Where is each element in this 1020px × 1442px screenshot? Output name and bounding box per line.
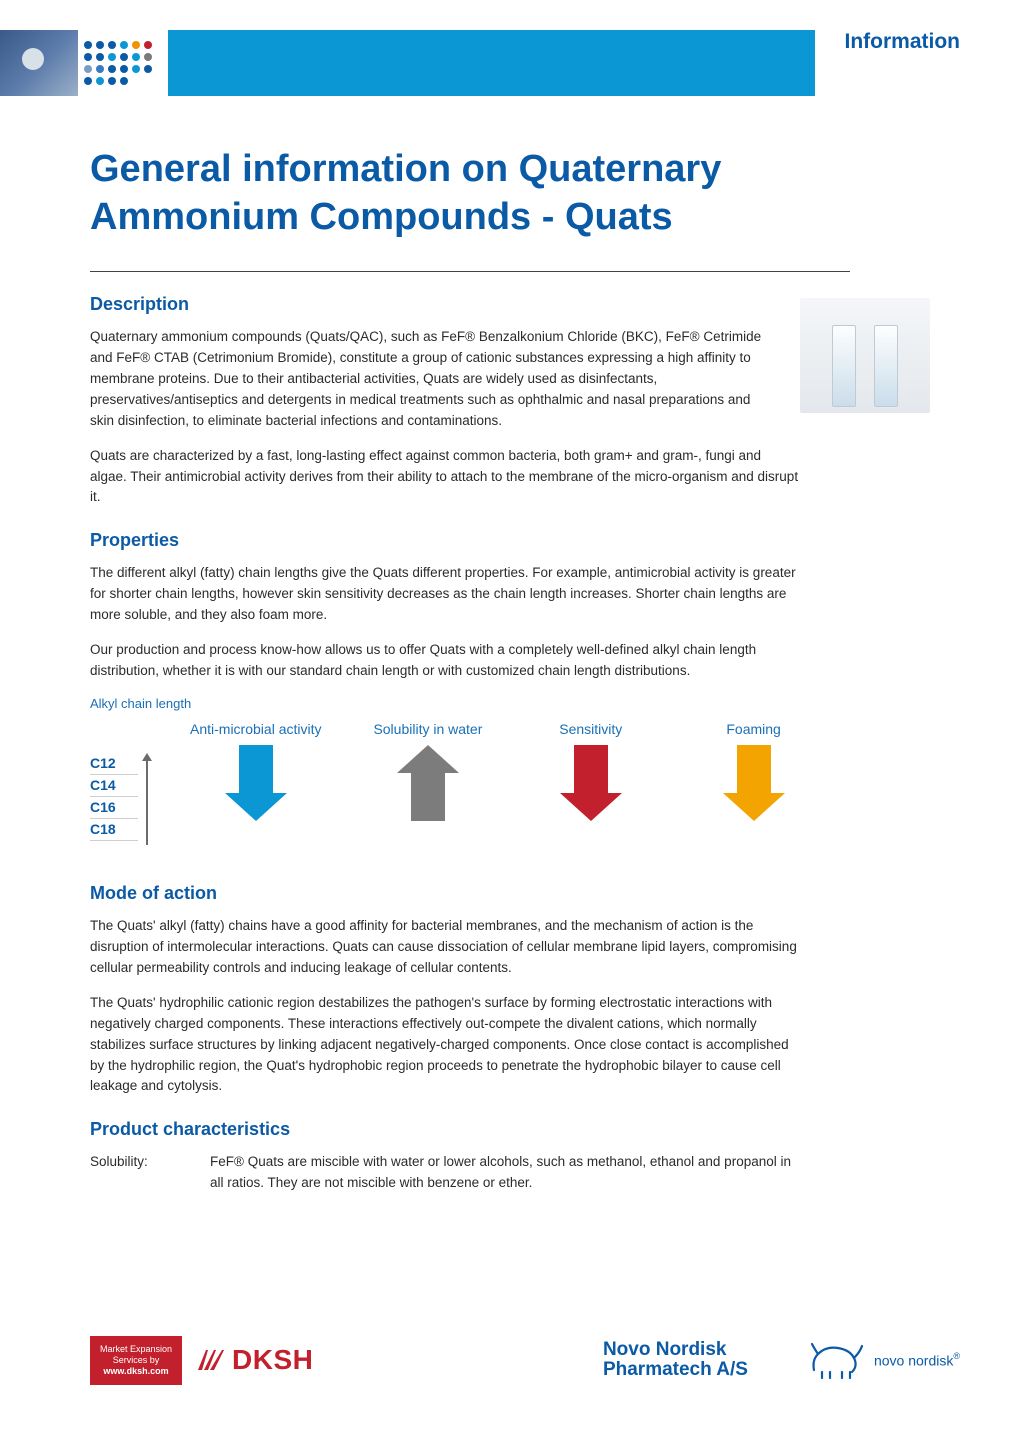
chart-column: Solubility in water <box>371 721 484 826</box>
dot <box>108 53 116 61</box>
chain-label: C16 <box>90 797 138 819</box>
chart-column: Foaming <box>697 721 810 826</box>
page-body: General information on Quaternary Ammoni… <box>0 96 1020 1246</box>
dot <box>120 53 128 61</box>
novo-line1: Novo Nordisk <box>603 1340 748 1361</box>
dot <box>132 65 140 73</box>
dksh-badge: Market Expansion Services by www.dksh.co… <box>90 1336 182 1384</box>
characteristic-key: Solubility: <box>90 1152 210 1194</box>
dot <box>96 65 104 73</box>
side-image-beakers <box>800 298 930 413</box>
chart-columns: Anti-microbial activity Solubility in wat… <box>190 721 810 826</box>
dksh-brand-text: DKSH <box>232 1344 313 1376</box>
characteristic-row: Solubility:FeF® Quats are miscible with … <box>90 1152 800 1194</box>
chain-axis-arrow <box>140 751 154 852</box>
dot <box>132 41 140 49</box>
description-p1: Quaternary ammonium compounds (Quats/QAC… <box>90 327 800 432</box>
section-heading-properties: Properties <box>90 530 930 551</box>
footer-left: Market Expansion Services by www.dksh.co… <box>90 1336 313 1384</box>
novo-logo: novo nordisk® <box>808 1340 960 1380</box>
chain-label: C12 <box>90 753 138 775</box>
dot <box>108 41 116 49</box>
page-title: General information on Quaternary Ammoni… <box>90 146 850 272</box>
chain-label: C14 <box>90 775 138 797</box>
chart-column: Anti-microbial activity <box>190 721 321 826</box>
dksh-badge-line1: Market Expansion <box>98 1344 174 1355</box>
header: Information <box>0 0 1020 96</box>
dksh-badge-url: www.dksh.com <box>98 1366 174 1377</box>
dot <box>96 77 104 85</box>
dot <box>120 41 128 49</box>
novo-brand-wrap: novo nordisk® <box>874 1352 960 1369</box>
dot-row <box>84 77 168 85</box>
dot <box>96 53 104 61</box>
arrow-down-icon <box>534 745 647 826</box>
chart-column: Sensitivity <box>534 721 647 826</box>
dksh-fan-icon <box>196 1348 226 1372</box>
chart-column-label: Solubility in water <box>371 721 484 737</box>
chart-caption: Alkyl chain length <box>90 696 930 711</box>
arrow-down-icon <box>697 745 810 826</box>
dot <box>132 53 140 61</box>
footer-right: Novo Nordisk Pharmatech A/S novo nordisk… <box>603 1340 960 1382</box>
dot <box>84 53 92 61</box>
section-heading-product: Product characteristics <box>90 1119 930 1140</box>
arrow-up-icon <box>371 745 484 826</box>
description-p2: Quats are characterized by a fast, long-… <box>90 446 800 509</box>
chart-column-label: Anti-microbial activity <box>190 721 321 737</box>
arrow-down-icon <box>190 745 321 826</box>
dot <box>120 65 128 73</box>
dot <box>144 41 152 49</box>
dot <box>144 65 152 73</box>
dksh-badge-line2: Services by <box>98 1355 174 1366</box>
header-label: Information <box>845 30 961 54</box>
header-label-wrap: Information <box>815 30 961 54</box>
alkyl-chart: C12C14C16C18 Anti-microbial activity Solu… <box>90 721 810 861</box>
chain-label: C18 <box>90 819 138 841</box>
dot-row <box>84 53 168 61</box>
dot <box>84 41 92 49</box>
dot <box>120 77 128 85</box>
header-color-band <box>168 30 815 96</box>
chart-column-label: Foaming <box>697 721 810 737</box>
novo-line2: Pharmatech A/S <box>603 1360 748 1381</box>
product-characteristics: Solubility:FeF® Quats are miscible with … <box>90 1152 930 1194</box>
dot-row <box>84 65 168 73</box>
dksh-logo: DKSH <box>196 1344 313 1376</box>
dot <box>84 65 92 73</box>
dot <box>108 77 116 85</box>
mode-p2: The Quats' hydrophilic cationic region d… <box>90 993 800 1098</box>
footer: Market Expansion Services by www.dksh.co… <box>0 1306 1020 1434</box>
properties-p2: Our production and process know-how allo… <box>90 640 800 682</box>
characteristic-value: FeF® Quats are miscible with water or lo… <box>210 1152 800 1194</box>
novo-brand-text: novo nordisk <box>874 1352 953 1368</box>
dot <box>108 65 116 73</box>
properties-p1: The different alkyl (fatty) chain length… <box>90 563 800 626</box>
dot <box>144 53 152 61</box>
mode-p1: The Quats' alkyl (fatty) chains have a g… <box>90 916 800 979</box>
novo-bull-icon <box>808 1340 866 1380</box>
dot <box>84 77 92 85</box>
novo-reg: ® <box>953 1351 960 1361</box>
header-dots <box>78 30 168 96</box>
dot <box>96 41 104 49</box>
header-photo <box>0 30 78 96</box>
novo-company-text: Novo Nordisk Pharmatech A/S <box>603 1340 748 1382</box>
chart-column-label: Sensitivity <box>534 721 647 737</box>
dot-row <box>84 41 168 49</box>
section-heading-mode: Mode of action <box>90 883 930 904</box>
